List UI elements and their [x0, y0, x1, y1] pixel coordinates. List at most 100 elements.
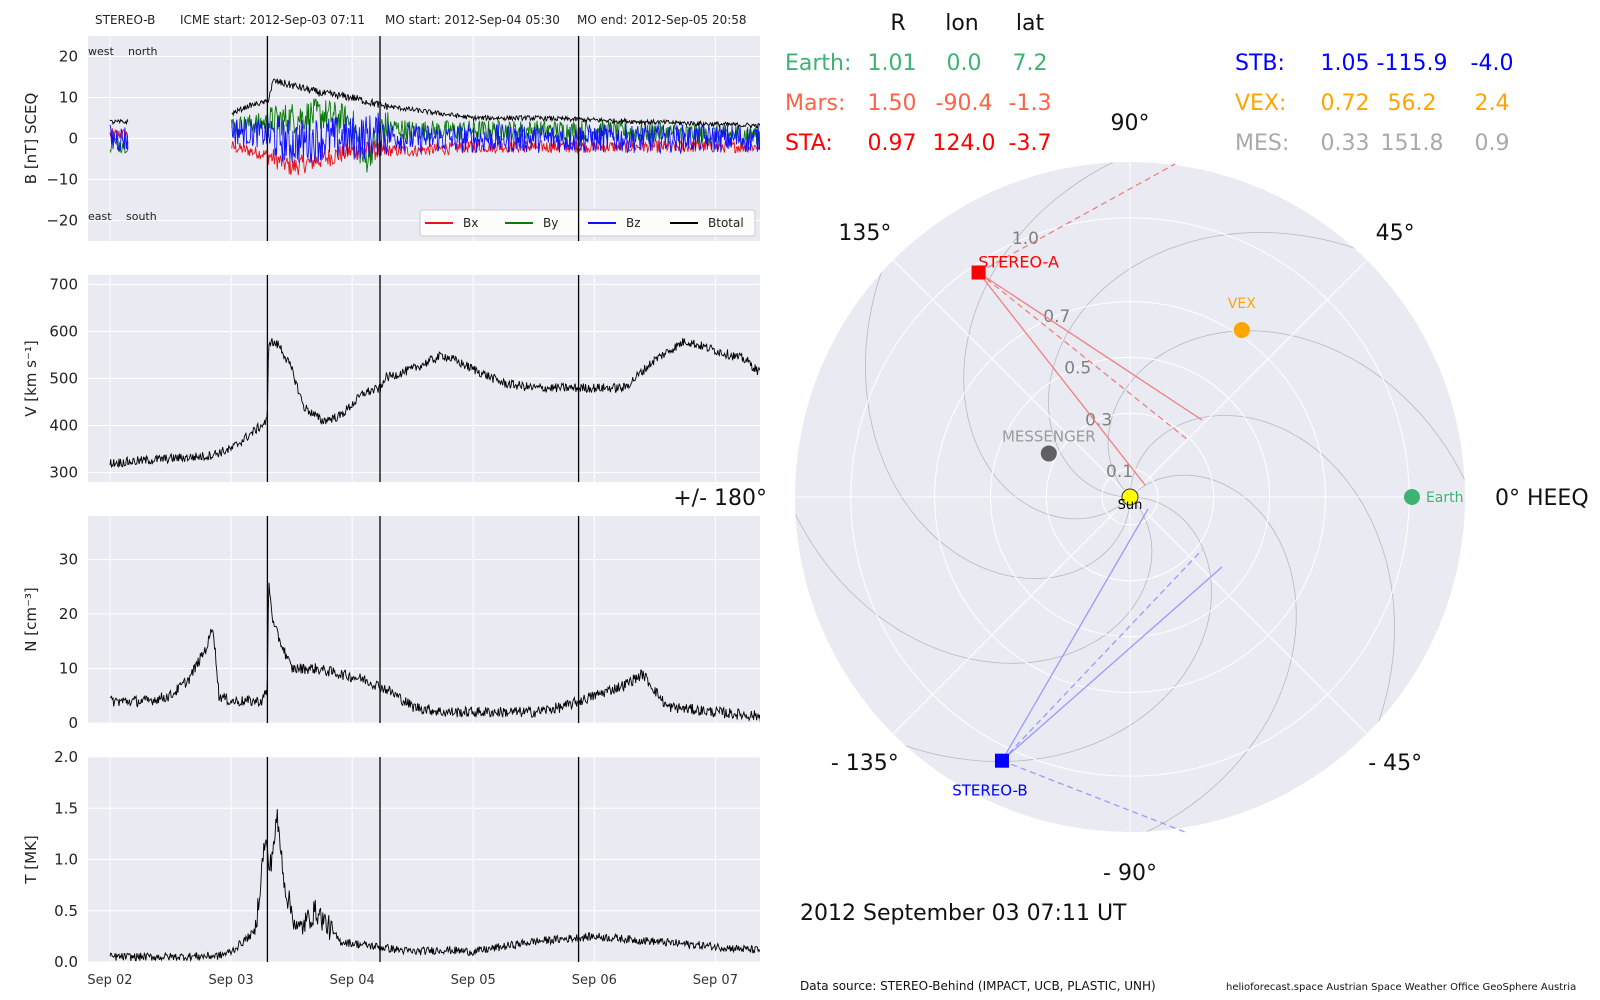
angle-label: 45° [1376, 221, 1415, 246]
label-stereo-a: STEREO-A [978, 253, 1059, 272]
spacecraft-lines [978, 163, 1223, 833]
label-sun: Sun [1118, 498, 1143, 513]
y-tick-label: 1.0 [54, 851, 78, 869]
x-tick-label: Sep 03 [208, 973, 253, 988]
stb-line [1001, 566, 1223, 762]
angular-spoke [1129, 259, 1368, 498]
series-bz [109, 111, 760, 163]
y-tick-label: 20 [59, 48, 78, 66]
timeseries-header: STEREO-B ICME start: 2012-Sep-03 07:11 M… [95, 13, 747, 27]
series-n [109, 582, 760, 722]
label-messenger: MESSENGER [1002, 427, 1096, 445]
table-header-lat: lat [1016, 11, 1045, 36]
y-tick-label: 0 [68, 130, 78, 148]
table-cell: -4.0 [1471, 51, 1514, 76]
y-tick-label: −10 [46, 171, 78, 189]
legend-box [419, 209, 756, 237]
annotation-south: south [126, 210, 157, 223]
angle-label: - 135° [831, 751, 899, 776]
table-cell: 0.97 [868, 131, 917, 156]
table-cell: 0.9 [1475, 131, 1510, 156]
spiral-line [872, 496, 1212, 763]
y-tick-label: 30 [59, 551, 78, 569]
annotation-east: east [88, 210, 112, 223]
y-tick-label: 10 [59, 89, 78, 107]
legend-label-bz: Bz [626, 216, 641, 230]
data-source: Data source: STEREO-Behind (IMPACT, UCB,… [800, 979, 1156, 993]
y-tick-label: 2.0 [54, 748, 78, 766]
y-tick-label: 0 [68, 714, 78, 732]
table-cell: 0.72 [1321, 91, 1370, 116]
table-cell: 1.05 [1321, 51, 1370, 76]
table-cell: 151.8 [1381, 131, 1444, 156]
table-row-label: VEX: [1235, 91, 1286, 116]
radial-label: 0.5 [1064, 359, 1091, 379]
spiral-line [1114, 474, 1297, 832]
table-row-label: Earth: [785, 51, 851, 76]
annotation-west: west [88, 45, 114, 58]
y-axis-label: V [km s⁻¹] [22, 340, 40, 417]
y-tick-label: −20 [46, 212, 78, 230]
table-cell: 56.2 [1388, 91, 1437, 116]
table-row-label: MES: [1235, 131, 1289, 156]
event-lines [266, 36, 580, 962]
credits: helioforecast.space Austrian Space Weath… [1226, 982, 1576, 993]
spiral-line [795, 481, 1153, 664]
marker-sun [1121, 488, 1139, 506]
angle-label: 135° [838, 221, 891, 246]
table-row-label: Mars: [785, 91, 845, 116]
y-tick-label: 0.5 [54, 902, 78, 920]
y-tick-label: 1.5 [54, 799, 78, 817]
radial-label: 0.1 [1106, 462, 1133, 482]
table-cell: 0.0 [947, 51, 982, 76]
angle-label: +/- 180° [673, 486, 767, 511]
panel-n: 30 20 10 0 N [cm⁻³] [22, 516, 760, 732]
table-cell: -3.7 [1009, 131, 1052, 156]
legend-label-bx: Bx [463, 216, 478, 230]
table-cell: -1.3 [1009, 91, 1052, 116]
angular-spoke [1129, 496, 1368, 735]
marker-stereo-b [994, 753, 1009, 768]
y-tick-label: 0.0 [54, 953, 78, 971]
y-tick-label: 600 [49, 322, 78, 340]
table-cell: 1.01 [868, 51, 917, 76]
y-tick-label: 300 [49, 464, 78, 482]
angular-spoke [892, 259, 1131, 498]
sta-line-dashed [978, 163, 1176, 274]
legend-label-btotal: Btotal [708, 216, 744, 230]
table-cell: 1.50 [868, 91, 917, 116]
angle-label: 0° HEEQ [1495, 486, 1589, 511]
x-tick-label: Sep 05 [451, 973, 496, 988]
series-t [109, 809, 760, 962]
label-earth: Earth [1426, 490, 1464, 506]
header-spacecraft: STEREO-B [95, 13, 155, 27]
plot-area [88, 516, 760, 723]
y-tick-label: 10 [59, 660, 78, 678]
x-tick-label: Sep 04 [330, 973, 375, 988]
series-btotal [109, 78, 760, 129]
table-cell: 7.2 [1013, 51, 1048, 76]
y-tick-label: 500 [49, 370, 78, 388]
x-tick-label: Sep 02 [87, 973, 132, 988]
y-axis-label: T [MK] [22, 835, 40, 884]
stb-line-dashed [1001, 549, 1203, 762]
polar-plot: 1.0 0.7 0.5 0.3 0.1 90° 45° 0° HEEQ - 45° - 90° - … [673, 111, 1588, 886]
series-v [109, 338, 760, 468]
marker-stereo-a [971, 265, 986, 280]
panel-v: 700 600 500 400 300 V [km s⁻¹] [22, 275, 760, 482]
panel-b: 20 10 0 −10 −20 B [nT] SCEQ [22, 36, 760, 241]
marker-messenger [1040, 445, 1057, 462]
table-cell: 124.0 [933, 131, 996, 156]
table-cell: 0.33 [1321, 131, 1370, 156]
table-cell: -90.4 [936, 91, 993, 116]
angle-label: 90° [1111, 111, 1150, 136]
label-vex: VEX [1228, 296, 1256, 312]
angle-label: - 90° [1103, 861, 1157, 886]
y-tick-label: 20 [59, 605, 78, 623]
sta-line [978, 272, 1146, 486]
table-cell: -115.9 [1377, 51, 1448, 76]
spiral-line [1129, 415, 1396, 755]
spiral-line [963, 162, 1146, 520]
